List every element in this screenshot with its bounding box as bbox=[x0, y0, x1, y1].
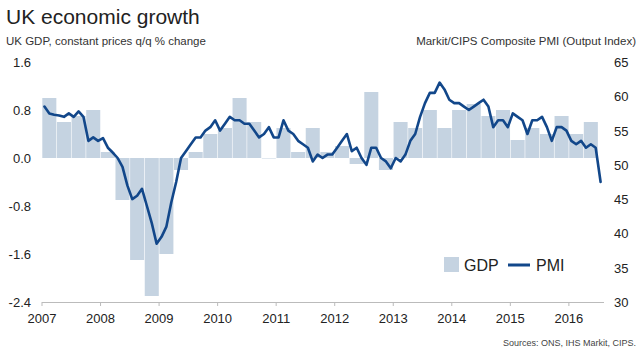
y-tick bbox=[39, 254, 42, 255]
plot-marks bbox=[42, 83, 600, 296]
y2-tick bbox=[604, 233, 607, 234]
y2-tick-label: 35 bbox=[614, 261, 628, 276]
chart: UK economic growth UK GDP, constant price… bbox=[0, 0, 640, 351]
x-tick-label: 2015 bbox=[496, 311, 525, 326]
x-tick-label: 2014 bbox=[437, 311, 466, 326]
bar bbox=[276, 128, 290, 158]
x-axis-line bbox=[42, 302, 604, 303]
source: Sources: ONS, IHS Markit, CIPS. bbox=[503, 338, 636, 348]
bar bbox=[496, 110, 510, 158]
x-tick-label: 2011 bbox=[262, 311, 290, 326]
bar bbox=[555, 116, 569, 158]
legend: GDP PMI bbox=[444, 257, 564, 274]
bar bbox=[262, 158, 276, 160]
y-tick-label: 1.6 bbox=[13, 55, 31, 70]
bar bbox=[57, 122, 71, 158]
bar bbox=[233, 98, 247, 158]
y2-tick-label: 60 bbox=[614, 89, 628, 104]
y-tick bbox=[39, 158, 42, 159]
x-tick bbox=[393, 302, 394, 306]
bar bbox=[467, 104, 481, 158]
x-tick bbox=[100, 302, 101, 306]
x-tick-label: 2012 bbox=[320, 311, 349, 326]
x-tick-label: 2013 bbox=[379, 311, 408, 326]
y2-tick-label: 50 bbox=[614, 158, 628, 173]
y2-tick-label: 55 bbox=[614, 124, 628, 139]
x-tick bbox=[510, 302, 511, 306]
y-tick-label: 0.0 bbox=[13, 151, 31, 166]
y2-axis-label: Markit/CIPS Composite PMI (Output Index) bbox=[416, 35, 636, 47]
bar bbox=[189, 152, 203, 158]
x-tick-label: 2010 bbox=[203, 311, 232, 326]
y-tick bbox=[39, 206, 42, 207]
bar bbox=[247, 122, 261, 158]
bar bbox=[218, 128, 232, 158]
y2-tick-label: 40 bbox=[614, 226, 628, 241]
bar bbox=[86, 110, 100, 158]
line bbox=[44, 83, 600, 244]
y2-tick bbox=[604, 267, 607, 268]
y-tick bbox=[39, 62, 42, 63]
x-tick bbox=[451, 302, 452, 306]
legend-label: GDP bbox=[464, 257, 499, 274]
x-tick-label: 2008 bbox=[86, 311, 115, 326]
bar bbox=[511, 140, 525, 158]
bar bbox=[452, 110, 466, 158]
x-tick-label: 2009 bbox=[145, 311, 174, 326]
y-tick bbox=[39, 110, 42, 111]
x-tick bbox=[42, 302, 43, 306]
bar bbox=[569, 134, 583, 158]
x-tick-label: 2007 bbox=[28, 311, 57, 326]
y2-tick bbox=[604, 130, 607, 131]
y2-tick bbox=[604, 199, 607, 200]
y2-tick bbox=[604, 164, 607, 165]
x-tick bbox=[217, 302, 218, 306]
y2-tick bbox=[604, 62, 607, 63]
x-tick bbox=[276, 302, 277, 306]
y-tick-label: -2.4 bbox=[9, 295, 31, 310]
y-axis-label: UK GDP, constant prices q/q % change bbox=[6, 35, 206, 47]
legend-label: PMI bbox=[536, 257, 564, 274]
y2-tick-label: 65 bbox=[614, 55, 628, 70]
bar bbox=[437, 128, 451, 158]
y-tick-label: -1.6 bbox=[9, 247, 31, 262]
x-tick bbox=[334, 302, 335, 306]
x-tick bbox=[568, 302, 569, 306]
legend-swatch bbox=[508, 264, 530, 267]
bar bbox=[291, 152, 305, 158]
y2-tick-label: 45 bbox=[614, 192, 628, 207]
y2-tick-label: 30 bbox=[614, 295, 628, 310]
y2-tick bbox=[604, 302, 607, 303]
bar bbox=[423, 110, 437, 158]
legend-swatch bbox=[444, 257, 459, 272]
y2-tick bbox=[604, 96, 607, 97]
y-tick-label: -0.8 bbox=[9, 199, 31, 214]
bar bbox=[130, 158, 144, 260]
title: UK economic growth bbox=[6, 5, 200, 28]
x-tick-label: 2016 bbox=[554, 311, 583, 326]
x-tick bbox=[159, 302, 160, 306]
y-tick bbox=[39, 302, 42, 303]
y-tick-label: 0.8 bbox=[13, 103, 31, 118]
bar bbox=[203, 134, 217, 158]
